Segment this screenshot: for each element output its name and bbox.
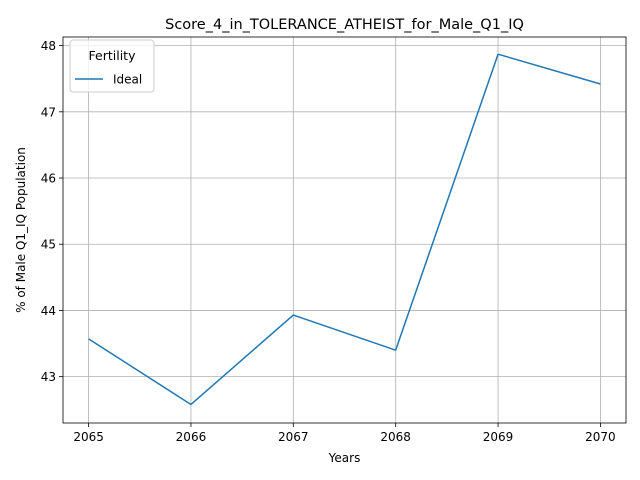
x-tick-label: 2065 (73, 430, 104, 444)
legend-label-ideal: Ideal (113, 73, 142, 87)
legend: Fertility Ideal (69, 39, 155, 93)
x-tick-label: 2069 (483, 430, 514, 444)
series-line-ideal (88, 53, 601, 406)
grid-lines (63, 37, 626, 423)
chart-title: Score_4_in_TOLERANCE_ATHEIST_for_Male_Q1… (165, 17, 524, 33)
y-tick-label: 48 (41, 39, 56, 53)
y-tick-label: 46 (41, 172, 56, 186)
x-tick-label: 2070 (585, 430, 616, 444)
y-tick-label: 47 (41, 105, 56, 119)
x-axis-ticks: 2065 2066 2067 2068 2069 2070 (73, 423, 616, 444)
series-group (88, 53, 601, 406)
axes-frame (62, 36, 627, 424)
legend-title: Fertility (89, 48, 137, 63)
x-tick-label: 2067 (278, 430, 309, 444)
x-axis-label: Years (328, 451, 361, 465)
x-tick-label: 2066 (176, 430, 207, 444)
y-tick-label: 45 (41, 238, 56, 252)
plot-area (63, 37, 626, 423)
y-axis-label: % of Male Q1_IQ Population (14, 147, 28, 313)
x-tick-label: 2068 (380, 430, 411, 444)
y-axis-ticks: 43 44 45 46 47 48 (41, 39, 63, 384)
y-tick-label: 43 (41, 370, 56, 384)
y-tick-label: 44 (41, 304, 56, 318)
